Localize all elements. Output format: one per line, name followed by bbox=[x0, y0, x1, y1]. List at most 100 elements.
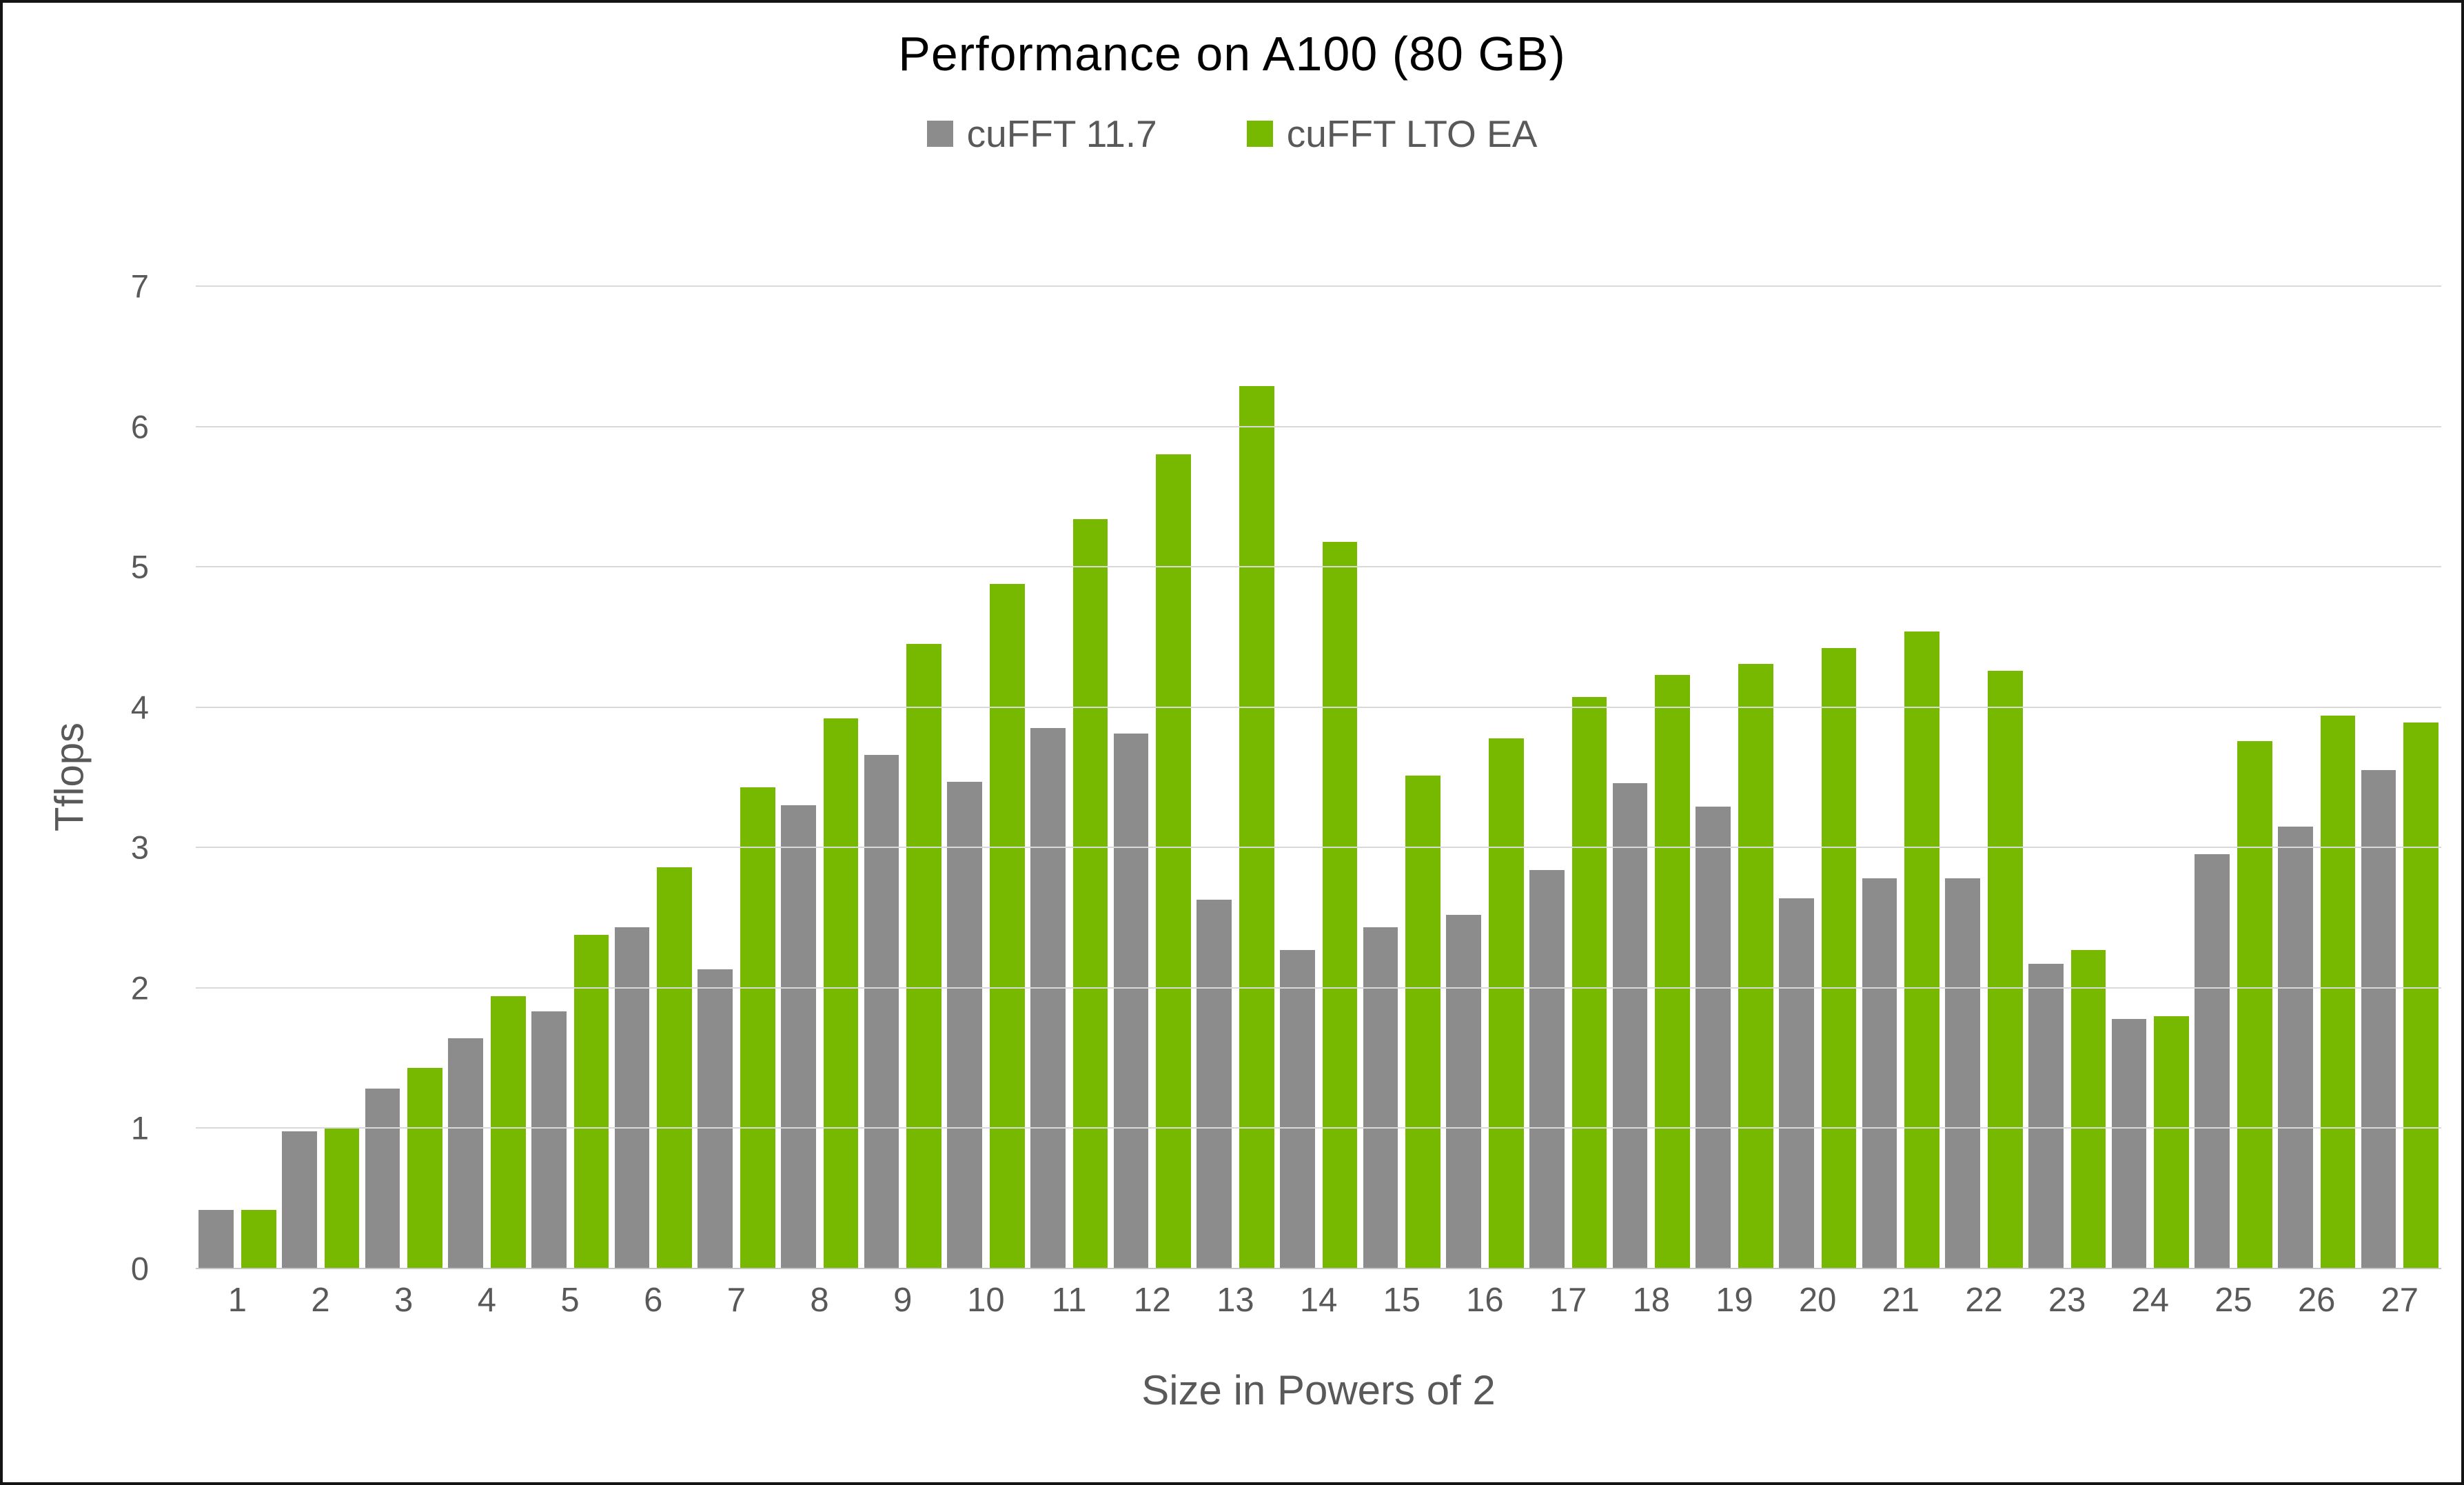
bar-cufft-lto-ea bbox=[1156, 454, 1191, 1269]
x-tick-label: 27 bbox=[2381, 1282, 2419, 1319]
bar-cufft-lto-ea bbox=[1072, 518, 1108, 1269]
legend-label: cuFFT LTO EA bbox=[1286, 112, 1538, 155]
x-tick-label: 9 bbox=[893, 1282, 913, 1319]
bar-cufft-lto-ea bbox=[1571, 697, 1607, 1269]
bar-cufft-11-7 bbox=[1197, 899, 1232, 1269]
gridline bbox=[196, 1268, 2441, 1269]
bar-cufft-11-7 bbox=[1778, 898, 1814, 1269]
bar-group-17 bbox=[1527, 286, 1610, 1269]
x-tick-label: 25 bbox=[2214, 1282, 2252, 1319]
x-tick-label: 20 bbox=[1798, 1282, 1837, 1319]
bar-cufft-lto-ea bbox=[1904, 631, 1939, 1269]
bar-cufft-lto-ea bbox=[2320, 715, 2356, 1269]
bar-group-4 bbox=[445, 286, 529, 1269]
bar-cufft-11-7 bbox=[2028, 964, 2064, 1269]
bar-group-16 bbox=[1443, 286, 1527, 1269]
y-axis-ticks: 0 1 2 3 4 5 6 7 bbox=[3, 268, 149, 1287]
bar-cufft-11-7 bbox=[448, 1038, 483, 1269]
x-tick-label: 15 bbox=[1383, 1282, 1421, 1319]
bar-group-8 bbox=[778, 286, 862, 1269]
y-tick-label: 3 bbox=[130, 829, 149, 866]
y-tick-label: 2 bbox=[130, 969, 149, 1007]
bar-cufft-11-7 bbox=[1696, 807, 1731, 1269]
bar-group-18 bbox=[1609, 286, 1693, 1269]
bar-cufft-11-7 bbox=[365, 1089, 400, 1269]
bar-group-19 bbox=[1693, 286, 1776, 1269]
x-axis-ticks: 1 2 3 4 5 6 7 8 9 10 11 12 13 14 15 16 17 18 19 20 21 22 23 24 2… bbox=[196, 1281, 2441, 1320]
x-tick-label: 12 bbox=[1133, 1282, 1171, 1319]
gridline bbox=[196, 847, 2441, 849]
bar-cufft-11-7 bbox=[531, 1011, 567, 1269]
bar-cufft-lto-ea bbox=[1821, 648, 1857, 1269]
x-axis-title: Size in Powers of 2 bbox=[1141, 1367, 1496, 1413]
bar-cufft-lto-ea bbox=[324, 1128, 360, 1269]
x-tick-label: 24 bbox=[2131, 1282, 2170, 1319]
x-tick-label: 3 bbox=[394, 1282, 414, 1319]
gridline bbox=[196, 285, 2441, 287]
legend-swatch-green bbox=[1246, 121, 1273, 147]
bar-group-9 bbox=[861, 286, 944, 1269]
bar-cufft-11-7 bbox=[864, 754, 899, 1269]
x-tick-label: 16 bbox=[1466, 1282, 1504, 1319]
x-tick-label: 5 bbox=[560, 1282, 580, 1319]
bar-group-3 bbox=[362, 286, 445, 1269]
bar-cufft-lto-ea bbox=[2154, 1016, 2189, 1269]
bar-group-6 bbox=[611, 286, 695, 1269]
bar-cufft-lto-ea bbox=[989, 583, 1025, 1269]
bar-group-13 bbox=[1194, 286, 1277, 1269]
bar-cufft-11-7 bbox=[1279, 949, 1315, 1269]
chart-title: Performance on A100 (80 GB) bbox=[898, 27, 1566, 81]
bar-cufft-lto-ea bbox=[1987, 670, 2023, 1269]
bar-cufft-11-7 bbox=[1446, 915, 1481, 1269]
bar-cufft-11-7 bbox=[1363, 927, 1398, 1269]
bar-cufft-lto-ea bbox=[573, 934, 609, 1269]
bar-cufft-11-7 bbox=[1945, 878, 1980, 1269]
x-tick-label: 2 bbox=[311, 1282, 330, 1319]
bar-cufft-11-7 bbox=[1529, 869, 1565, 1269]
y-tick-label: 4 bbox=[130, 689, 149, 726]
bar-group-20 bbox=[1776, 286, 1860, 1269]
bar-cufft-lto-ea bbox=[823, 718, 859, 1269]
y-tick-label: 7 bbox=[130, 267, 149, 305]
bar-cufft-11-7 bbox=[2111, 1018, 2147, 1269]
x-tick-label: 7 bbox=[726, 1282, 746, 1319]
bar-group-7 bbox=[695, 286, 778, 1269]
bar-cufft-11-7 bbox=[947, 781, 982, 1269]
bar-cufft-11-7 bbox=[1862, 878, 1897, 1269]
x-tick-label: 1 bbox=[227, 1282, 247, 1319]
legend-swatch-gray bbox=[926, 121, 953, 147]
x-tick-label: 23 bbox=[2048, 1282, 2086, 1319]
bar-group-14 bbox=[1277, 286, 1361, 1269]
x-tick-label: 18 bbox=[1632, 1282, 1671, 1319]
bar-cufft-lto-ea bbox=[2403, 723, 2438, 1269]
x-tick-label: 26 bbox=[2297, 1282, 2336, 1319]
x-tick-label: 14 bbox=[1299, 1282, 1338, 1319]
bar-group-15 bbox=[1360, 286, 1443, 1269]
bar-cufft-lto-ea bbox=[740, 787, 775, 1269]
legend-item-cufft-lto-ea: cuFFT LTO EA bbox=[1246, 112, 1538, 156]
y-tick-label: 5 bbox=[130, 548, 149, 585]
x-tick-label: 22 bbox=[1965, 1282, 2003, 1319]
gridline bbox=[196, 425, 2441, 427]
bar-cufft-lto-ea bbox=[906, 644, 941, 1269]
bar-cufft-11-7 bbox=[281, 1131, 317, 1269]
bar-cufft-lto-ea bbox=[1239, 385, 1274, 1269]
bar-group-10 bbox=[944, 286, 1028, 1269]
x-tick-label: 4 bbox=[477, 1282, 496, 1319]
bar-group-5 bbox=[529, 286, 612, 1269]
bar-group-22 bbox=[1942, 286, 2026, 1269]
legend-label: cuFFT 11.7 bbox=[966, 112, 1157, 155]
bar-cufft-11-7 bbox=[2361, 770, 2396, 1269]
bar-group-24 bbox=[2108, 286, 2192, 1269]
bar-cufft-lto-ea bbox=[1655, 674, 1690, 1269]
bar-cufft-lto-ea bbox=[241, 1209, 276, 1269]
bar-cufft-lto-ea bbox=[1405, 776, 1440, 1269]
x-tick-label: 6 bbox=[644, 1282, 663, 1319]
bar-cufft-11-7 bbox=[698, 969, 733, 1269]
bars-container bbox=[196, 286, 2441, 1269]
bar-group-11 bbox=[1028, 286, 1111, 1269]
x-tick-label: 21 bbox=[1882, 1282, 1920, 1319]
bar-cufft-lto-ea bbox=[407, 1067, 442, 1269]
bar-group-12 bbox=[1110, 286, 1194, 1269]
